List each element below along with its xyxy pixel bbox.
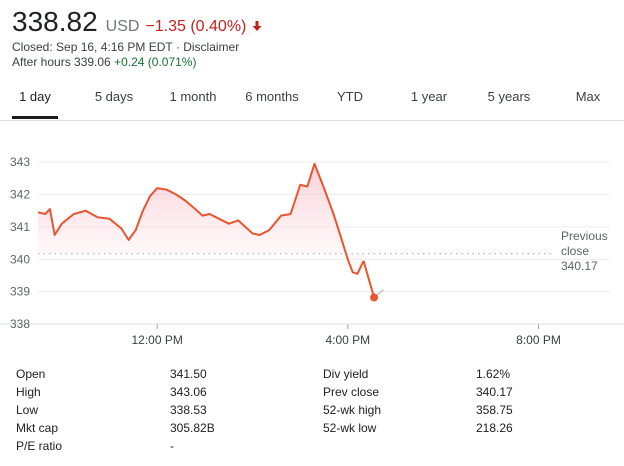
after-hours-change: +0.24 (0.071%) — [114, 55, 197, 69]
stat-pe-ratio-label: P/E ratio — [16, 439, 63, 453]
tab-6-months[interactable]: 6 months — [245, 89, 299, 104]
stat-52wk-low-label: 52-wk low — [323, 421, 377, 435]
range-tabs: 1 day 5 days 1 month 6 months YTD 1 year… — [0, 80, 624, 121]
stat-open-label: Open — [16, 367, 46, 381]
closed-status: Closed: Sep 16, 4:16 PM EDT · Disclaimer — [12, 40, 240, 54]
closing-line — [362, 260, 376, 298]
x-tick-label: 12:00 PM — [131, 333, 182, 347]
y-tick-label: 338 — [10, 317, 30, 331]
currency-label: USD — [105, 18, 140, 35]
stat-52wk-high-value: 358.75 — [476, 403, 513, 417]
previous-close-label: close — [561, 244, 589, 258]
stat-open-value: 341.50 — [170, 367, 207, 381]
x-tick-label: 4:00 PM — [325, 333, 370, 347]
y-tick-label: 342 — [10, 188, 30, 202]
stat-mkt-cap-value: 305.82B — [170, 421, 215, 435]
stat-prev-close-value: 340.17 — [476, 385, 513, 399]
previous-close-label: 340.17 — [561, 259, 598, 273]
price-area-fill — [38, 163, 364, 274]
price-chart-svg: 343 342 341 340 339 338 12:00 PM 4:00 PM 8:00 PM… — [0, 155, 624, 347]
arrow-down-icon — [252, 21, 262, 31]
stat-div-yield-label: Div yield — [323, 367, 369, 381]
price-chart[interactable]: 343 342 341 340 339 338 12:00 PM 4:00 PM 8:00 PM… — [0, 140, 624, 352]
y-tick-label: 340 — [10, 252, 30, 266]
previous-close-label: Previous — [561, 229, 608, 243]
tab-max[interactable]: Max — [575, 89, 601, 104]
price-change: −1.35 (0.40%) — [145, 18, 247, 35]
tab-1-day[interactable]: 1 day — [12, 80, 58, 119]
stat-prev-close-label: Prev close — [323, 385, 380, 399]
stat-pe-ratio-value: - — [170, 439, 174, 453]
tab-1-year[interactable]: 1 year — [410, 89, 448, 104]
stat-div-yield-value: 1.62% — [476, 367, 511, 381]
quote-header: 338.82 USD −1.35 (0.40%) — [12, 6, 262, 40]
stat-low-value: 338.53 — [170, 403, 207, 417]
x-tick-label: 8:00 PM — [516, 333, 561, 347]
after-hours-price: After hours 339.06 — [12, 55, 111, 69]
tab-5-years[interactable]: 5 years — [487, 89, 531, 104]
current-price: 338.82 — [12, 6, 98, 37]
tab-1-month[interactable]: 1 month — [169, 89, 217, 104]
stat-low-label: Low — [16, 403, 39, 417]
price-line — [37, 162, 365, 275]
stat-52wk-high-label: 52-wk high — [323, 403, 382, 417]
tab-5-days[interactable]: 5 days — [94, 89, 134, 104]
stat-52wk-low-value: 218.26 — [476, 421, 513, 435]
stat-mkt-cap-label: Mkt cap — [16, 421, 59, 435]
y-tick-label: 343 — [10, 155, 30, 169]
y-tick-label: 339 — [10, 285, 30, 299]
after-hours-line: After hours 339.06 +0.24 (0.071%) — [12, 55, 196, 69]
tab-ytd[interactable]: YTD — [337, 89, 363, 104]
stat-high-value: 343.06 — [170, 385, 207, 399]
y-tick-label: 341 — [10, 220, 30, 234]
stat-high-label: High — [16, 385, 41, 399]
close-point — [370, 293, 379, 302]
